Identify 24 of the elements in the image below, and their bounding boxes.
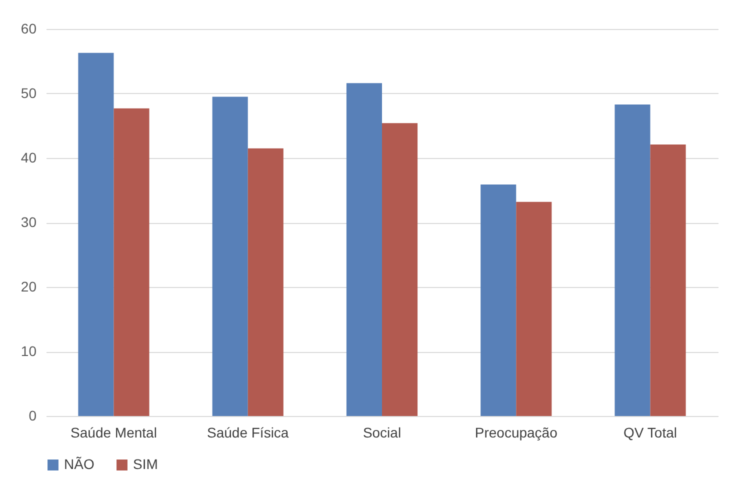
bar (614, 104, 650, 416)
bar (650, 144, 686, 416)
y-tick-label: 40 (20, 150, 37, 166)
y-tick-label: 30 (20, 214, 37, 230)
y-tick-label: 50 (20, 85, 37, 101)
bar (480, 184, 516, 416)
y-tick-label: 60 (20, 20, 37, 36)
y-tick-label: 20 (20, 278, 37, 294)
x-tick-label: Saúde Física (207, 424, 289, 440)
bar (346, 83, 382, 416)
x-tick-label: Social (362, 424, 402, 440)
legend-label: NÃO (64, 456, 94, 472)
bar (78, 52, 114, 416)
bar (212, 96, 248, 416)
legend-label: SIM (133, 456, 158, 472)
x-tick-label: Saúde Mental (70, 424, 157, 440)
y-tick-label: 0 (28, 408, 37, 424)
bar (382, 123, 418, 416)
bar (114, 108, 150, 416)
bar (516, 202, 552, 416)
x-tick-label: QV Total (624, 424, 677, 440)
y-tick-label: 10 (20, 343, 37, 359)
x-tick-label: Preocupação (474, 424, 558, 440)
bar (248, 148, 284, 416)
